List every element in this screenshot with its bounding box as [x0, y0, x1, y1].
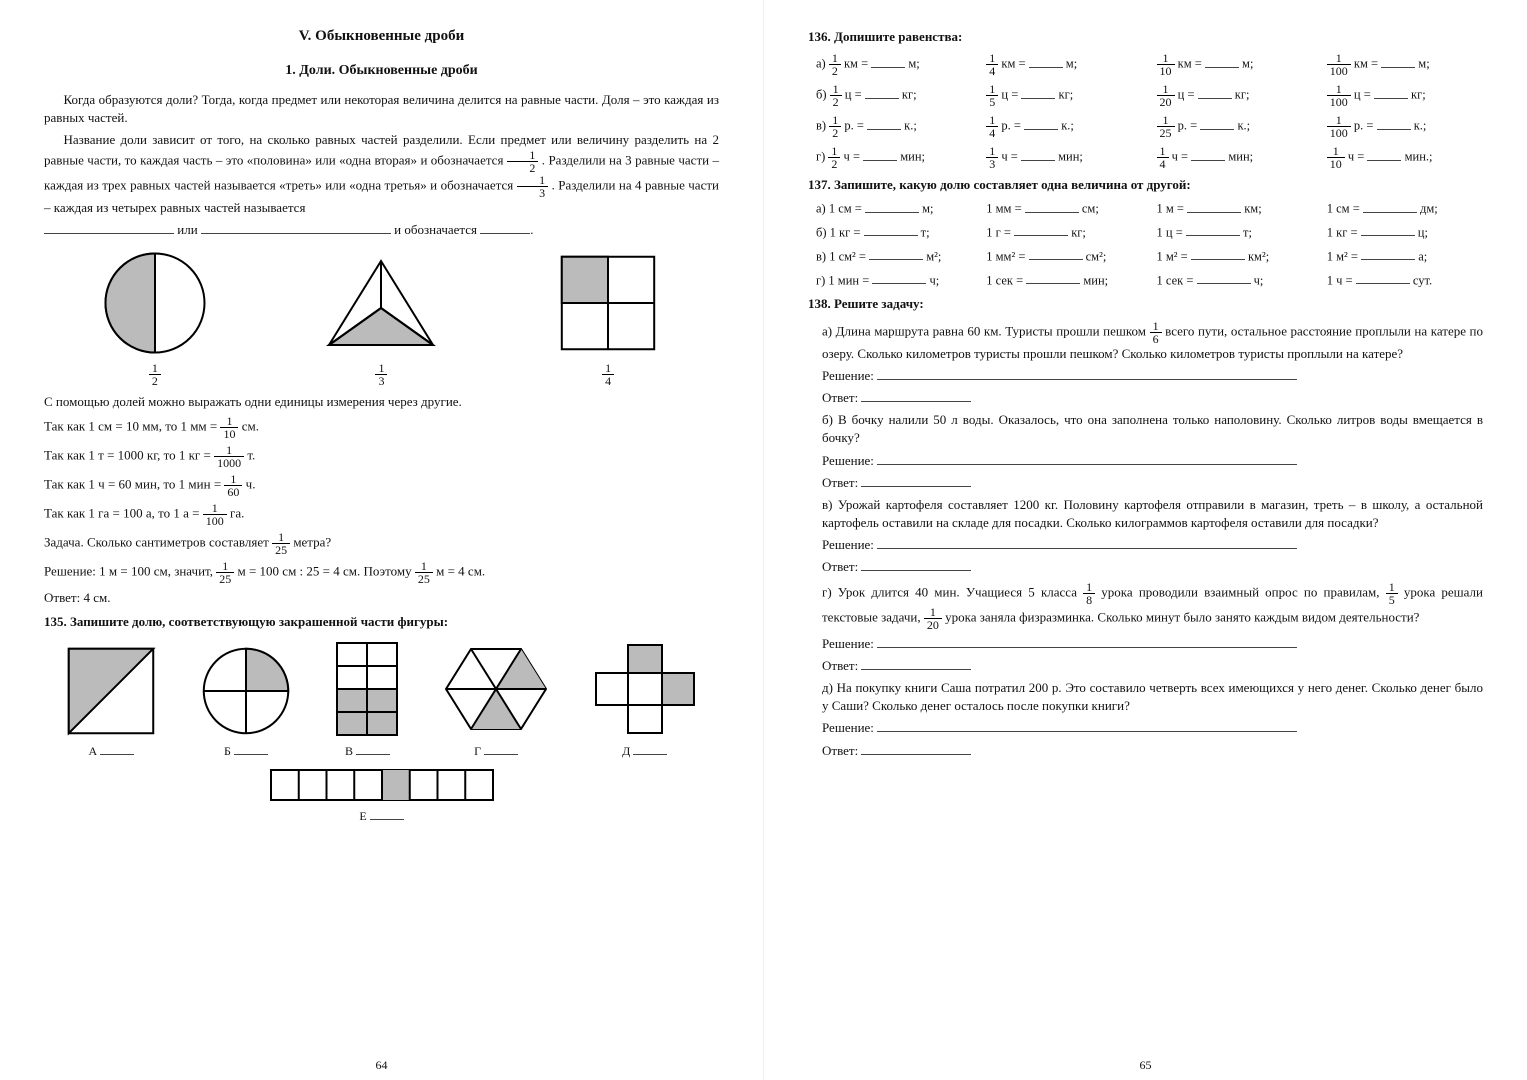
frac-1-3: 13	[517, 174, 549, 199]
figure-row-intro: 12 13 14	[44, 248, 719, 387]
units-intro: С помощью долей можно выражать одни един…	[44, 393, 719, 411]
ex138-list: а) Длина маршрута равна 60 км. Туристы п…	[822, 320, 1483, 760]
ex135-f-fig	[267, 766, 497, 808]
chapter-title: V. Обыкновенные дроби	[44, 26, 719, 47]
section-title: 1. Доли. Обыкновенные дроби	[44, 61, 719, 81]
ex136-grid: а) 12 км = м;14 км = м;110 км = м;1100 к…	[808, 52, 1483, 170]
page-right: 136. Допишите равенства: а) 12 км = м;14…	[763, 0, 1527, 1080]
ex138-head: 138. Решите задачу:	[808, 295, 1483, 313]
ex137-row: в) 1 см² = м²;1 мм² = см²;1 м² = км²;1 м…	[816, 248, 1483, 266]
worked-task-q: Задача. Сколько сантиметров составляет 1…	[44, 531, 719, 556]
unit-conversions: Так как 1 см = 10 мм, то 1 мм = 110 см. Т…	[44, 415, 719, 527]
ex136-row: б) 12 ц = кг;15 ц = кг;120 ц = кг;1100 ц…	[816, 83, 1483, 108]
fig-quarter: 14	[553, 248, 663, 387]
ex137-row: б) 1 кг = т;1 г = кг;1 ц = т;1 кг = ц;	[816, 224, 1483, 242]
ex135-d-fig	[441, 639, 551, 743]
ex136-row: г) 12 ч = мин;13 ч = мин;14 ч = мин;110 …	[816, 145, 1483, 170]
fig-half: 12	[100, 248, 210, 387]
ex138-item: б) В бочку налили 50 л воды. Оказалось, …	[822, 411, 1483, 447]
unit-row: Так как 1 га = 100 а, то 1 а = 1100 га.	[44, 502, 719, 527]
ex135-b-fig	[198, 643, 294, 743]
ex137-grid: а) 1 см = м;1 мм = см;1 м = км;1 см = дм…	[808, 200, 1483, 289]
intro-p1: Когда образуются доли? Тогда, когда пред…	[44, 91, 719, 127]
unit-row: Так как 1 ч = 60 мин, то 1 мин = 160 ч.	[44, 473, 719, 498]
ex138-item: в) Урожай картофеля составляет 1200 кг. …	[822, 496, 1483, 532]
worked-task-sol: Решение: 1 м = 100 см, значит, 125 м = 1…	[44, 560, 719, 585]
worked-task-ans: Ответ: 4 см.	[44, 589, 719, 607]
ex135-row1: А Б В Г Д	[44, 639, 719, 760]
fig-third: 13	[321, 248, 441, 387]
intro-p2: Название доли зависит от того, на скольк…	[44, 131, 719, 217]
fig-half-svg	[100, 248, 210, 362]
ex135-e-fig	[590, 639, 700, 743]
ex138-item: г) Урок длится 40 мин. Учащиеся 5 класса…	[822, 581, 1483, 631]
fig-quarter-svg	[553, 248, 663, 362]
ex136-row: а) 12 км = м;14 км = м;110 км = м;1100 к…	[816, 52, 1483, 77]
ex135-a-fig	[63, 643, 159, 743]
ex135-row2: Е	[44, 766, 719, 825]
ex135-head: 135. Запишите долю, соответствующую закр…	[44, 613, 719, 631]
fig-third-svg	[321, 248, 441, 362]
fill-blank-line: или и обозначается .	[44, 221, 719, 239]
page-num-left: 64	[0, 1057, 763, 1074]
frac-1-2: 12	[507, 149, 539, 174]
ex137-row: г) 1 мин = ч;1 сек = мин;1 сек = ч;1 ч =…	[816, 272, 1483, 290]
unit-row: Так как 1 т = 1000 кг, то 1 кг = 11000 т…	[44, 444, 719, 469]
unit-row: Так как 1 см = 10 мм, то 1 мм = 110 см.	[44, 415, 719, 440]
ex138-item: а) Длина маршрута равна 60 км. Туристы п…	[822, 320, 1483, 363]
ex136-row: в) 12 р. = к.;14 р. = к.;125 р. = к.;110…	[816, 114, 1483, 139]
page-num-right: 65	[764, 1057, 1527, 1074]
ex136-head: 136. Допишите равенства:	[808, 28, 1483, 46]
ex137-head: 137. Запишите, какую долю составляет одн…	[808, 176, 1483, 194]
ex135-c-fig	[332, 639, 402, 743]
ex137-row: а) 1 см = м;1 мм = см;1 м = км;1 см = дм…	[816, 200, 1483, 218]
page-left: V. Обыкновенные дроби 1. Доли. Обыкновен…	[0, 0, 763, 1080]
ex138-item: д) На покупку книги Саша потратил 200 р.…	[822, 679, 1483, 715]
